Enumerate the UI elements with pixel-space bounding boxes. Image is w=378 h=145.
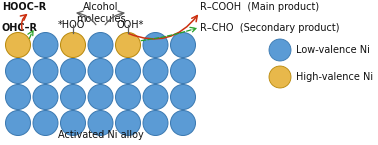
- Circle shape: [33, 32, 58, 58]
- Circle shape: [143, 58, 168, 84]
- Circle shape: [33, 58, 58, 84]
- Circle shape: [269, 39, 291, 61]
- Circle shape: [6, 85, 31, 109]
- Circle shape: [60, 110, 85, 135]
- Circle shape: [170, 110, 195, 135]
- Circle shape: [170, 58, 195, 84]
- Circle shape: [88, 110, 113, 135]
- Circle shape: [60, 32, 85, 58]
- Circle shape: [60, 58, 85, 84]
- Circle shape: [88, 32, 113, 58]
- Circle shape: [269, 66, 291, 88]
- Circle shape: [143, 32, 168, 58]
- Circle shape: [116, 32, 141, 58]
- Circle shape: [33, 85, 58, 109]
- Circle shape: [60, 85, 85, 109]
- Text: HOOC–R: HOOC–R: [2, 2, 46, 12]
- Text: Alcohol
molecules: Alcohol molecules: [76, 2, 125, 24]
- Text: OHC–R: OHC–R: [2, 23, 38, 33]
- Circle shape: [170, 85, 195, 109]
- Text: R–COOH  (Main product): R–COOH (Main product): [200, 2, 319, 12]
- Text: Activated Ni alloy: Activated Ni alloy: [57, 130, 143, 140]
- Circle shape: [88, 58, 113, 84]
- Circle shape: [116, 58, 141, 84]
- Circle shape: [116, 110, 141, 135]
- Circle shape: [143, 85, 168, 109]
- Text: Low-valence Ni: Low-valence Ni: [296, 45, 370, 55]
- Text: R–CHO  (Secondary product): R–CHO (Secondary product): [200, 23, 339, 33]
- Text: OOH*: OOH*: [116, 19, 144, 29]
- Circle shape: [6, 32, 31, 58]
- Text: High-valence Ni: High-valence Ni: [296, 72, 373, 82]
- Circle shape: [33, 110, 58, 135]
- Text: *HOO: *HOO: [57, 19, 85, 29]
- Circle shape: [143, 110, 168, 135]
- Circle shape: [116, 85, 141, 109]
- Circle shape: [170, 32, 195, 58]
- Circle shape: [6, 110, 31, 135]
- Circle shape: [88, 85, 113, 109]
- Circle shape: [6, 58, 31, 84]
